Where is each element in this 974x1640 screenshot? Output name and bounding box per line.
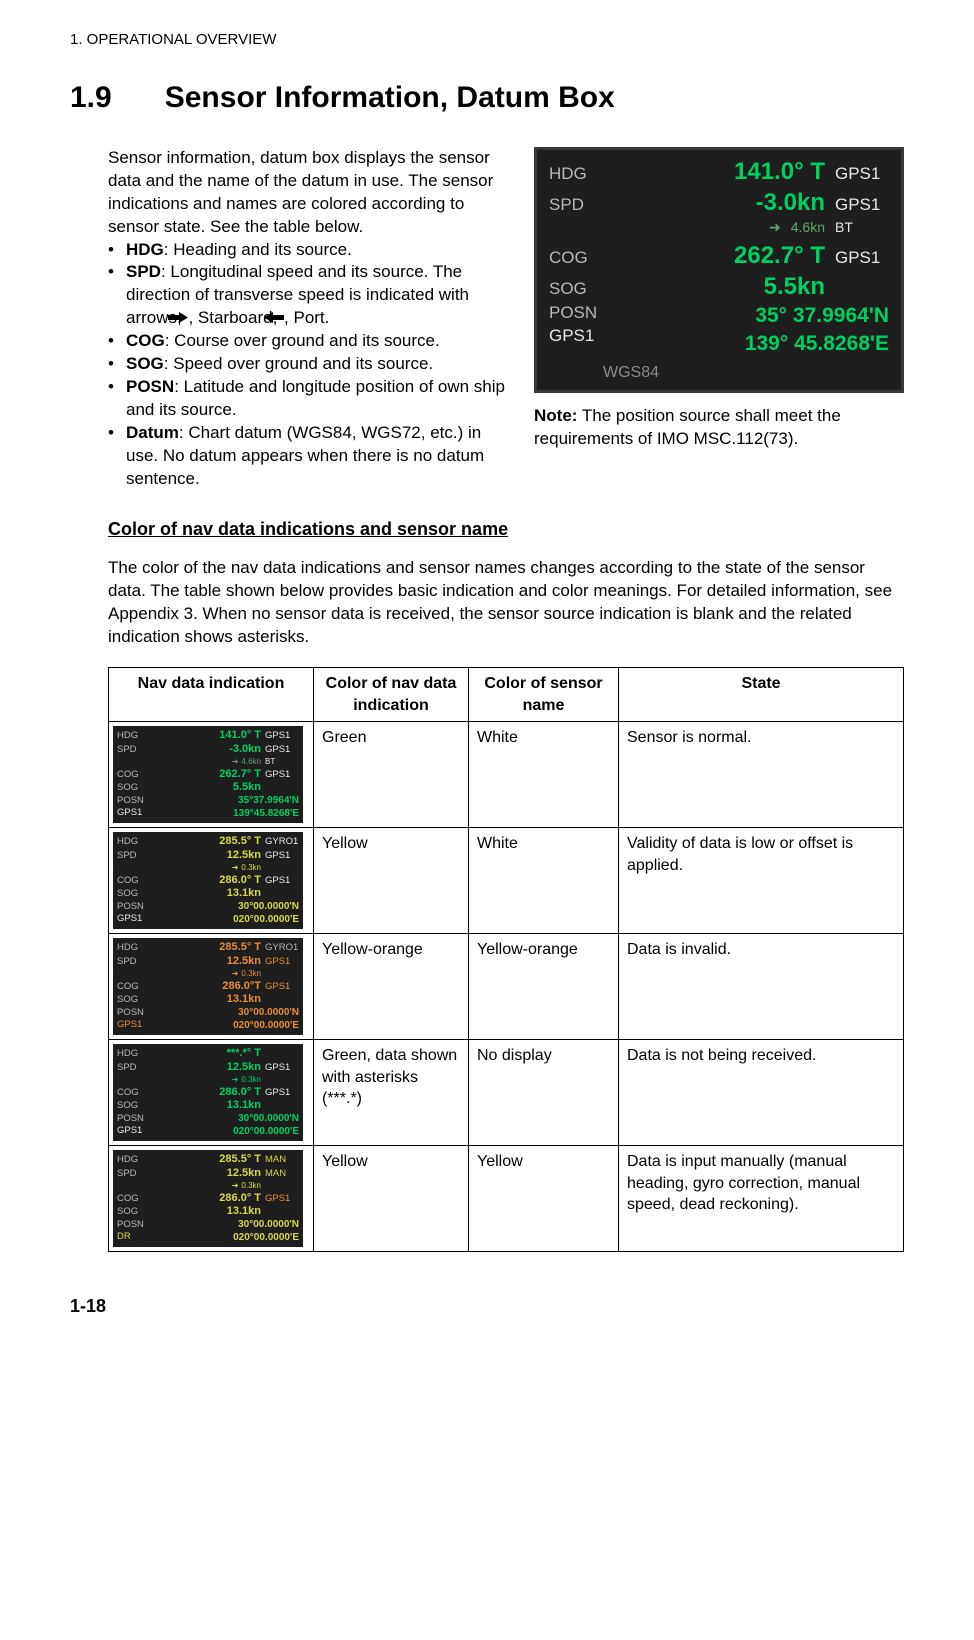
list-item: SOG: Speed over ground and its source. (108, 353, 516, 376)
nav-color-cell: Yellow-orange (314, 934, 469, 1040)
table-row: HDG285.5° TMAN SPD12.5knMAN ➜0.3kn COG28… (109, 1146, 904, 1252)
sensor-color-cell: White (469, 722, 619, 828)
nav-thumbnail: HDG141.0° TGPS1 SPD-3.0knGPS1 ➜4.6knBT C… (113, 726, 303, 823)
nav-thumbnail: HDG285.5° TMAN SPD12.5knMAN ➜0.3kn COG28… (113, 1150, 303, 1247)
nav-color-cell: Yellow (314, 828, 469, 934)
sensor-color-cell: Yellow-orange (469, 934, 619, 1040)
table-header: Color of nav data indication (314, 667, 469, 721)
section-title: Sensor Information, Datum Box (165, 78, 615, 119)
table-row: HDG***.*° T SPD12.5knGPS1 ➜0.3kn COG286.… (109, 1040, 904, 1146)
intro-paragraph: Sensor information, datum box displays t… (108, 147, 516, 239)
definition-list: HDG: Heading and its source. SPD: Longit… (108, 239, 516, 491)
list-item: COG: Course over ground and its source. (108, 330, 516, 353)
state-cell: Data is invalid. (619, 934, 904, 1040)
page-footer: 1-18 (70, 1294, 904, 1318)
state-cell: Sensor is normal. (619, 722, 904, 828)
table-row: HDG141.0° TGPS1 SPD-3.0knGPS1 ➜4.6knBT C… (109, 722, 904, 828)
table-row: HDG285.5° TGYRO1 SPD12.5knGPS1 ➜0.3kn CO… (109, 934, 904, 1040)
section-heading: 1.9 Sensor Information, Datum Box (70, 78, 904, 119)
list-item: Datum: Chart datum (WGS84, WGS72, etc.) … (108, 422, 516, 491)
list-item: SPD: Longitudinal speed and its source. … (108, 261, 516, 330)
sensor-color-cell: No display (469, 1040, 619, 1146)
list-item: HDG: Heading and its source. (108, 239, 516, 262)
table-header: Color of sensor name (469, 667, 619, 721)
state-cell: Validity of data is low or offset is app… (619, 828, 904, 934)
list-item: POSN: Latitude and longitude position of… (108, 376, 516, 422)
table-row: HDG285.5° TGYRO1 SPD12.5knGPS1 ➜0.3kn CO… (109, 828, 904, 934)
nav-color-cell: Green, data shown with asterisks (***.*) (314, 1040, 469, 1146)
section-number: 1.9 (70, 78, 160, 119)
page-header: 1. OPERATIONAL OVERVIEW (70, 30, 904, 50)
nav-color-cell: Green (314, 722, 469, 828)
subheading: Color of nav data indications and sensor… (108, 517, 904, 541)
state-cell: Data is not being received. (619, 1040, 904, 1146)
body-paragraph: The color of the nav data indications an… (108, 557, 904, 649)
nav-thumbnail: HDG285.5° TGYRO1 SPD12.5knGPS1 ➜0.3kn CO… (113, 938, 303, 1035)
table-header: Nav data indication (109, 667, 314, 721)
sensor-color-cell: White (469, 828, 619, 934)
nav-thumbnail: HDG***.*° T SPD12.5knGPS1 ➜0.3kn COG286.… (113, 1044, 303, 1141)
table-header: State (619, 667, 904, 721)
state-cell: Data is input manually (manual heading, … (619, 1146, 904, 1252)
note: Note: The position source shall meet the… (534, 405, 904, 451)
color-state-table: Nav data indication Color of nav data in… (108, 667, 904, 1252)
sensor-panel: HDG 141.0° T GPS1 SPD -3.0kn GPS1 ➜4.6kn… (534, 147, 904, 393)
nav-thumbnail: HDG285.5° TGYRO1 SPD12.5knGPS1 ➜0.3kn CO… (113, 832, 303, 929)
sensor-color-cell: Yellow (469, 1146, 619, 1252)
nav-color-cell: Yellow (314, 1146, 469, 1252)
